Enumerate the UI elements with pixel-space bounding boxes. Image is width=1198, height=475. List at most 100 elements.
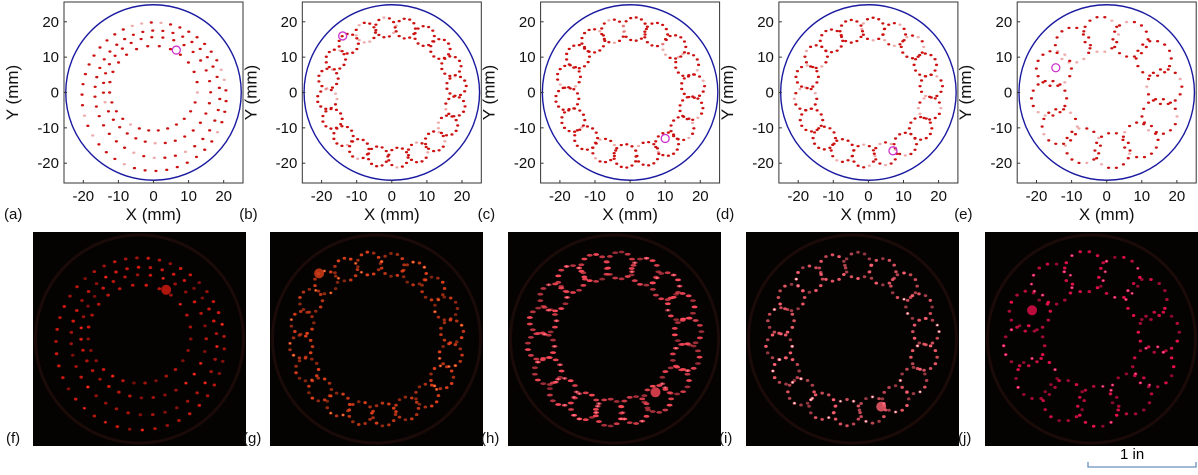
data-point [1163,43,1167,46]
data-point [819,113,823,116]
data-point [829,149,833,152]
data-point [607,40,611,44]
data-point [565,58,569,61]
photo-cell-rim [747,233,958,445]
data-point [224,89,228,92]
photo-light-spot [844,257,849,261]
data-point [95,75,99,79]
photo-light-spot [1124,412,1129,416]
data-point [682,51,687,54]
photo-light-spot [797,369,801,373]
photo-light-spot [851,422,856,426]
photo-light-spot [541,305,548,309]
y-axis-label: Y (mm) [480,65,499,120]
photo-light-spot [568,401,575,405]
data-point [621,24,625,28]
photo-bright-spot [578,417,581,420]
photo-light-spot [442,295,447,299]
photo-bright-spot [337,277,340,280]
data-point [672,119,676,122]
photo-light-spot [820,277,825,281]
data-point [835,139,839,142]
data-point [143,140,147,143]
data-point [680,82,684,85]
photo-light-spot [163,410,167,414]
photo-light-spot [581,277,588,281]
data-point [639,18,643,21]
photo-light-spot [460,353,464,357]
data-point [122,163,126,166]
photo-light-spot [1040,325,1045,329]
photo-bright-spot [575,390,578,393]
data-point [165,168,169,172]
photo-f: (f) [6,232,246,447]
data-point [892,142,896,146]
data-point [825,55,830,58]
photo-light-spot [801,302,805,306]
photo-light-spot [905,390,909,394]
photo-bright-spot [439,364,442,367]
data-point [361,156,365,160]
data-point [937,112,941,116]
photo-bright-spot [423,266,426,269]
x-tick-label: 0 [149,188,157,205]
data-point [342,63,346,67]
photo-light-spot [420,290,424,294]
current-position-marker [660,133,670,144]
photo-light-spot [1047,393,1052,397]
data-point [568,64,572,67]
photo-light-spot [94,394,98,398]
data-point [1110,47,1114,50]
photo-light-spot [342,256,347,260]
data-point [889,162,893,165]
photo-light-spot [1003,335,1008,339]
photo-light-spot [342,279,347,283]
photo-light-spot [1080,408,1084,412]
photo-light-spot [671,333,678,337]
data-point [1166,68,1170,71]
photo-light-spot [833,404,838,408]
data-point [1146,77,1151,81]
photo-light-spot [1062,298,1067,302]
data-point [614,149,618,152]
photo-light-spot [552,309,559,313]
data-point [920,51,924,54]
photo-light-spot [549,399,556,403]
photo-light-spot [537,299,544,303]
data-point [898,133,902,136]
data-point [1126,141,1130,145]
data-point [919,115,923,119]
data-point [1067,26,1071,30]
data-point [1097,152,1101,155]
photo-light-spot [874,258,879,262]
photo-bright-spot [799,377,802,380]
data-point [380,164,384,167]
photo-light-spot [817,266,822,270]
photo-light-spot [70,353,75,357]
data-point [804,128,808,132]
photo-marker-spot [161,284,172,295]
data-point [427,25,431,29]
y-tick-label: -20 [752,155,774,172]
photo-light-spot [123,275,127,279]
data-point [120,47,124,50]
photo-light-spot [316,289,321,293]
data-point [103,101,107,104]
photo-bright-spot [666,309,669,312]
photo-light-spot [94,282,99,286]
data-point [1121,163,1126,166]
x-tick-label: -20 [1026,188,1048,205]
data-point [1051,114,1055,117]
photo-light-spot [453,300,458,304]
photo-light-spot [353,274,358,278]
data-point [384,160,388,163]
data-point [98,46,102,49]
photo-light-spot [54,352,59,356]
data-point [442,38,446,42]
data-point [320,84,324,88]
photo-bright-spot [916,344,919,347]
y-axis-label: Y (mm) [956,65,975,120]
photo-light-spot [417,282,422,286]
photo-light-spot [211,300,216,304]
